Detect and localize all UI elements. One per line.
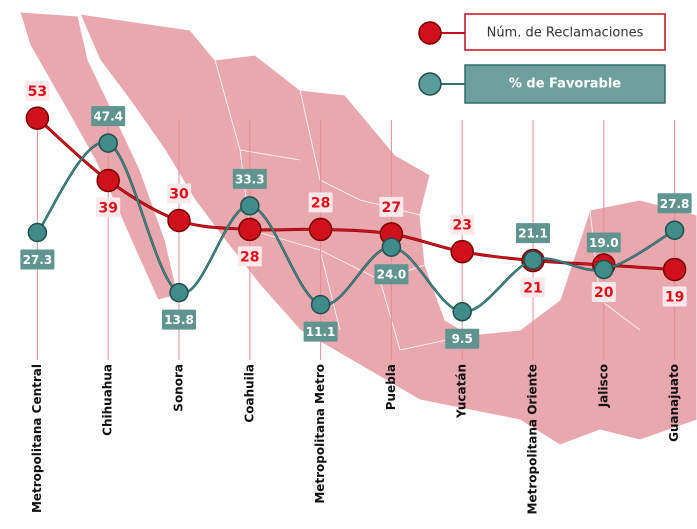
x-tick-label: Metropolitana Metro: [313, 364, 327, 504]
x-tick-label: Metropolitana Oriente: [526, 364, 540, 514]
series: 53 39 30 28 28 27 23 21 20 19: [25, 81, 687, 307]
data-label: 19.0: [589, 236, 619, 250]
point: [167, 208, 191, 233]
data-label-box: [379, 196, 404, 217]
legend-label: Núm. de Reclamaciones: [487, 26, 644, 41]
point: [450, 239, 474, 264]
data-label-box: [374, 264, 409, 285]
point: [96, 168, 120, 193]
data-label: 39: [98, 200, 117, 216]
point: [98, 133, 118, 153]
state-borders: [214, 59, 641, 351]
x-tick-label: Puebla: [384, 364, 398, 410]
data-label: 30: [169, 187, 189, 203]
data-label: 20: [594, 285, 614, 301]
data-label: 47.4: [93, 110, 123, 124]
series: 27.3 47.4 13.8 33.3 11.1 24.0 9.5 21.1 19.0 27.8: [20, 106, 692, 349]
data-label-box: [232, 168, 267, 189]
x-tick-label: Jalisco: [596, 364, 610, 408]
data-label: 19: [665, 289, 684, 305]
x-tick-label: Guanajuato: [667, 364, 681, 442]
data-label: 28: [311, 195, 330, 211]
point: [523, 250, 543, 270]
x-tick-label: Yucatán: [455, 364, 469, 419]
data-label-box: [308, 192, 333, 213]
point: [238, 217, 262, 242]
data-label: 9.5: [452, 332, 473, 346]
legend-marker: [418, 72, 442, 96]
x-tick-label: Sonora: [172, 364, 186, 412]
point: [308, 217, 333, 242]
data-label-box: [445, 328, 480, 349]
data-label-box: [91, 106, 126, 127]
legend-label: % de Favorable: [509, 77, 621, 92]
point: [664, 220, 685, 241]
data-label: 27: [382, 200, 401, 216]
baja-california: [19, 11, 179, 301]
data-label-box: [662, 286, 687, 307]
x-tick-label: Chihuahua: [101, 364, 115, 436]
data-label-box: [96, 197, 121, 218]
data-label-box: [586, 232, 621, 253]
data-label: 11.1: [306, 325, 336, 339]
data-label: 21.1: [518, 227, 548, 241]
data-label-box: [450, 214, 475, 235]
point: [381, 237, 402, 257]
x-tick-label: Metropolitana Central: [30, 364, 44, 513]
point: [169, 282, 189, 303]
data-label: 13.8: [164, 313, 194, 327]
legend-box: [464, 13, 666, 51]
data-label-box: [516, 223, 550, 244]
data-label: 33.3: [235, 172, 265, 186]
data-label-box: [591, 282, 616, 302]
data-label-box: [657, 193, 692, 214]
data-label: 27.8: [660, 197, 690, 211]
data-label: 24.0: [377, 268, 407, 282]
data-label-box: [237, 246, 262, 267]
point: [594, 259, 614, 280]
data-label: 23: [452, 218, 471, 234]
point: [452, 301, 472, 322]
legend-marker: [418, 21, 442, 45]
data-label: 53: [28, 84, 47, 100]
point: [27, 222, 48, 243]
data-label: 28: [240, 249, 259, 265]
point: [25, 106, 50, 130]
x-tick-label: Coahuila: [242, 364, 256, 423]
legend: Núm. de Reclamaciones % de Favorable: [418, 13, 666, 104]
data-label: 27.3: [23, 253, 53, 267]
data-label-box: [521, 277, 545, 298]
data-label-box: [162, 309, 196, 330]
data-label-box: [167, 183, 191, 204]
data-label-box: [20, 249, 55, 270]
data-label-box: [25, 81, 50, 102]
point: [662, 257, 687, 282]
legend-box: [464, 64, 666, 104]
data-label-box: [303, 321, 338, 342]
point: [240, 196, 260, 216]
point: [310, 294, 331, 315]
data-label: 21: [523, 281, 542, 297]
